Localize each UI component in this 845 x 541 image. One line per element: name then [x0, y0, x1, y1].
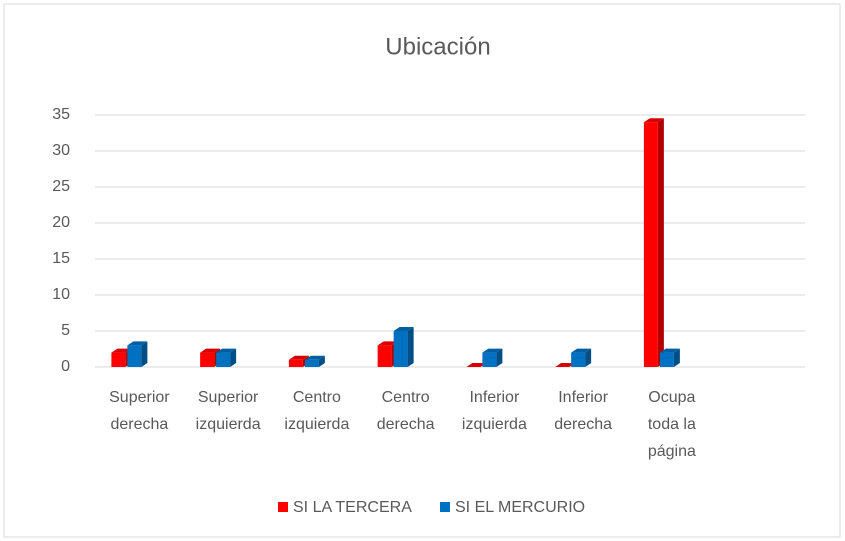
- bar: [482, 348, 503, 367]
- bar-top: [466, 363, 487, 367]
- x-tick-label: derecha: [554, 416, 612, 433]
- x-tick-label: Ocupa: [648, 389, 695, 406]
- bar-top: [304, 355, 325, 360]
- bar-side: [318, 355, 325, 367]
- bar-side: [496, 348, 503, 367]
- y-tick-label: 25: [52, 178, 70, 195]
- x-tick-label: Centro: [293, 389, 341, 406]
- legend-label: SI LA TERCERA: [293, 499, 412, 516]
- legend-swatch: [440, 502, 450, 512]
- x-tick-label: toda la: [648, 416, 696, 433]
- x-tick-label: página: [648, 443, 696, 460]
- bar-front: [393, 331, 408, 367]
- bar-side: [657, 118, 664, 367]
- bar-side: [141, 341, 148, 367]
- bar-top: [555, 363, 576, 367]
- x-tick-label: Superior: [198, 389, 259, 406]
- bar-top: [393, 327, 414, 331]
- y-tick-label: 10: [52, 286, 70, 303]
- bar-front: [111, 352, 126, 367]
- x-tick-label: izquierda: [196, 416, 261, 433]
- bar: [304, 355, 325, 367]
- y-tick-label: 5: [61, 322, 70, 339]
- chart-title: Ubicación: [385, 33, 490, 60]
- bar-top: [571, 348, 592, 353]
- x-tick-label: izquierda: [462, 416, 527, 433]
- x-tick-label: Inferior: [558, 389, 608, 406]
- bar: [659, 348, 680, 367]
- legend-label: SI EL MERCURIO: [455, 499, 585, 516]
- bar-front: [200, 352, 215, 367]
- bar-front: [482, 352, 497, 367]
- x-tick-label: derecha: [377, 416, 435, 433]
- x-tick-label: izquierda: [284, 416, 349, 433]
- bar-front: [304, 359, 319, 367]
- legend-swatch: [278, 502, 288, 512]
- bar-side: [585, 348, 592, 367]
- bar: [127, 341, 148, 367]
- x-tick-label: Inferior: [469, 389, 519, 406]
- bar-front: [659, 352, 674, 367]
- bar-front: [216, 352, 231, 367]
- bar: [643, 118, 664, 367]
- bar-front: [377, 345, 392, 367]
- bar: [216, 348, 237, 367]
- bar-top: [377, 341, 398, 346]
- bar-top: [200, 348, 221, 353]
- bar-top: [482, 348, 503, 353]
- bar-front: [571, 352, 586, 367]
- bar-side: [673, 348, 680, 367]
- bar: [571, 348, 592, 367]
- bar: [555, 363, 576, 367]
- y-tick-label: 35: [52, 106, 70, 123]
- y-tick-label: 30: [52, 142, 70, 159]
- bar-side: [407, 327, 414, 367]
- bar-front: [643, 122, 658, 367]
- y-tick-label: 15: [52, 250, 70, 267]
- y-tick-label: 20: [52, 214, 70, 231]
- y-tick-label: 0: [61, 358, 70, 375]
- x-tick-label: Superior: [109, 389, 170, 406]
- bar-top: [111, 348, 132, 353]
- x-tick-label: derecha: [110, 416, 168, 433]
- bar-top: [127, 341, 148, 346]
- bar: [393, 327, 414, 367]
- bar-top: [643, 118, 664, 123]
- bar-side: [230, 348, 237, 367]
- chart-border: [3, 3, 841, 538]
- bar-front: [288, 359, 303, 367]
- bar: [466, 363, 487, 367]
- bar-top: [659, 348, 680, 353]
- bar-front: [127, 345, 142, 367]
- bar-top: [216, 348, 237, 353]
- x-tick-label: Centro: [382, 389, 430, 406]
- bar-top: [288, 355, 309, 360]
